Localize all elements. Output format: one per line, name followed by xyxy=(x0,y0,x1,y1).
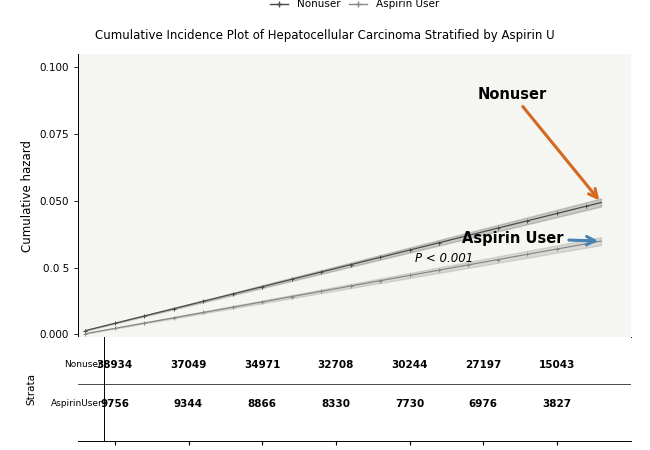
Nonuser xyxy=(494,225,502,231)
Nonuser xyxy=(465,233,473,238)
Text: 15043: 15043 xyxy=(539,360,575,370)
Nonuser xyxy=(244,288,252,293)
Nonuser xyxy=(258,284,266,289)
Text: P < 0.001: P < 0.001 xyxy=(415,252,473,265)
Aspirin User xyxy=(332,286,340,292)
Nonuser xyxy=(435,240,443,245)
Aspirin User xyxy=(140,320,148,326)
Text: 9344: 9344 xyxy=(174,399,203,409)
Aspirin User xyxy=(421,270,428,275)
Aspirin User xyxy=(494,257,502,262)
Aspirin User xyxy=(185,312,192,318)
Aspirin User xyxy=(361,281,369,286)
Nonuser xyxy=(421,244,428,249)
Aspirin User xyxy=(244,302,252,307)
Nonuser xyxy=(332,266,340,271)
Aspirin User xyxy=(450,265,458,270)
Aspirin User xyxy=(273,297,281,302)
Nonuser xyxy=(140,313,148,319)
Nonuser xyxy=(391,251,398,256)
Nonuser xyxy=(567,207,575,212)
Nonuser xyxy=(346,262,354,267)
Line: Nonuser: Nonuser xyxy=(83,200,603,333)
Y-axis label: Cumulative hazard: Cumulative hazard xyxy=(21,140,34,252)
Text: Strata: Strata xyxy=(26,373,36,405)
Aspirin User xyxy=(200,310,207,315)
Nonuser xyxy=(170,306,177,311)
Aspirin User xyxy=(155,318,163,323)
Aspirin User xyxy=(523,252,531,257)
Nonuser xyxy=(96,324,104,330)
Text: 27197: 27197 xyxy=(465,360,501,370)
Text: 9756: 9756 xyxy=(100,399,129,409)
Nonuser xyxy=(155,310,163,315)
Nonuser xyxy=(582,203,590,209)
Nonuser xyxy=(479,229,487,234)
Nonuser xyxy=(450,236,458,242)
Text: 8330: 8330 xyxy=(321,399,350,409)
Nonuser xyxy=(553,211,561,216)
Aspirin User xyxy=(465,262,473,268)
Nonuser xyxy=(288,277,296,282)
Text: 6976: 6976 xyxy=(469,399,498,409)
Nonuser xyxy=(509,222,517,227)
Nonuser xyxy=(200,299,207,304)
Text: AspirinUser: AspirinUser xyxy=(51,399,102,408)
Aspirin User xyxy=(479,260,487,265)
Nonuser xyxy=(317,270,325,275)
Aspirin User xyxy=(376,278,384,284)
Aspirin User xyxy=(302,291,310,297)
Aspirin User xyxy=(170,315,177,320)
Nonuser xyxy=(111,320,119,326)
Aspirin User xyxy=(435,267,443,273)
Text: 32708: 32708 xyxy=(318,360,354,370)
Text: Nonuser: Nonuser xyxy=(64,360,102,369)
Aspirin User xyxy=(567,243,575,249)
Legend: Nonuser, Aspirin User: Nonuser, Aspirin User xyxy=(265,0,443,14)
Text: Nonuser: Nonuser xyxy=(478,86,597,198)
Aspirin User xyxy=(553,246,561,252)
Text: 38934: 38934 xyxy=(97,360,133,370)
Nonuser xyxy=(229,291,237,297)
Nonuser xyxy=(81,328,89,333)
Text: Aspirin User: Aspirin User xyxy=(462,231,595,246)
Nonuser xyxy=(185,302,192,308)
Nonuser xyxy=(406,248,413,253)
Aspirin User xyxy=(214,307,222,313)
Line: Aspirin User: Aspirin User xyxy=(83,238,603,336)
Aspirin User xyxy=(288,294,296,299)
Aspirin User xyxy=(258,299,266,305)
Aspirin User xyxy=(582,241,590,247)
Aspirin User xyxy=(96,328,104,334)
Text: 3827: 3827 xyxy=(542,399,571,409)
Aspirin User xyxy=(538,249,546,254)
Nonuser xyxy=(538,215,546,220)
Aspirin User xyxy=(111,326,119,331)
Text: 30244: 30244 xyxy=(391,360,428,370)
Nonuser xyxy=(125,317,133,322)
Text: Cumulative Incidence Plot of Hepatocellular Carcinoma Stratified by Aspirin U: Cumulative Incidence Plot of Hepatocellu… xyxy=(95,29,555,42)
Aspirin User xyxy=(391,275,398,281)
Nonuser xyxy=(302,273,310,279)
Nonuser xyxy=(361,258,369,264)
Aspirin User xyxy=(597,238,605,244)
Nonuser xyxy=(376,255,384,260)
Text: 34971: 34971 xyxy=(244,360,280,370)
Text: 8866: 8866 xyxy=(248,399,277,409)
Text: 7730: 7730 xyxy=(395,399,424,409)
Nonuser xyxy=(214,295,222,300)
Aspirin User xyxy=(509,254,517,260)
Aspirin User xyxy=(125,323,133,328)
Text: 37049: 37049 xyxy=(170,360,207,370)
Nonuser xyxy=(597,200,605,205)
Aspirin User xyxy=(317,288,325,294)
Nonuser xyxy=(523,218,531,224)
Aspirin User xyxy=(346,284,354,289)
Nonuser xyxy=(273,280,281,286)
Aspirin User xyxy=(81,331,89,336)
Aspirin User xyxy=(406,273,413,278)
Aspirin User xyxy=(229,305,237,310)
X-axis label: Follow-up Time (Months): Follow-up Time (Months) xyxy=(281,362,427,375)
